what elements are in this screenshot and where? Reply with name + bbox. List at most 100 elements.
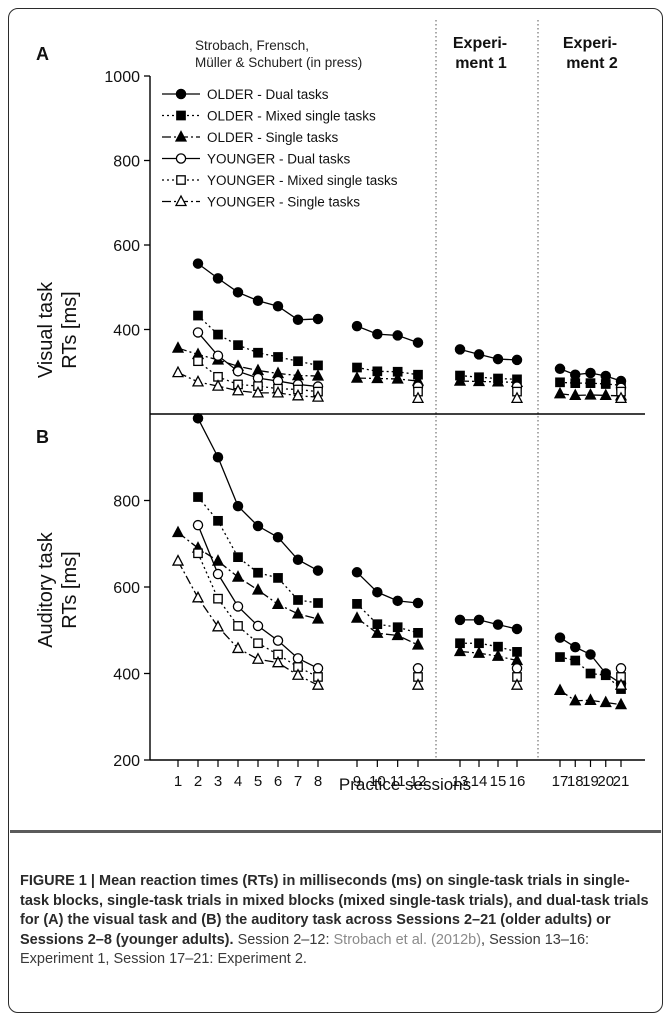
- xtick-label: 3: [214, 773, 222, 790]
- panel-a-series-2-line: [356, 377, 419, 382]
- panel-a-series-1-point: [213, 329, 223, 340]
- panel-b-series-0-point: [554, 632, 566, 643]
- panel-a-series-0-point: [554, 363, 566, 375]
- legend-marker-0: [175, 88, 187, 100]
- panel-b-ylabel-line2: RTs [ms]: [59, 551, 81, 628]
- legend-label-1: OLDER - Mixed single tasks: [207, 109, 376, 124]
- panel-b-series-2-point: [553, 683, 567, 696]
- xtick-label: 12: [410, 773, 427, 790]
- panel-b-series-0-point: [454, 614, 466, 626]
- figure-frame: [8, 8, 663, 1013]
- panel-a-series-1-point: [600, 379, 611, 389]
- panel-a-series-0-point: [392, 330, 403, 341]
- panel-a-series-0-point: [212, 273, 224, 284]
- panel-b-series-1-point: [555, 652, 565, 662]
- panel-b-series-2-line: [559, 689, 622, 706]
- panel-b-series-4-point: [213, 593, 223, 604]
- panel-b-series-1-line: [460, 642, 518, 653]
- panel-a-series-2-point: [491, 374, 505, 387]
- panel-a-series-1-point: [570, 378, 581, 389]
- panel-a-ytick-label: 600: [113, 238, 140, 255]
- panel-b-series-1-point: [313, 598, 323, 608]
- panel-b-series-2-point: [411, 638, 425, 650]
- caption-plain-text-2: , Session 13–16: Experiment 1, Session 1…: [20, 931, 590, 968]
- caption-bold-sessions: Sessions 2–8 (younger adults).: [20, 931, 234, 948]
- panel-b-series-0-point: [372, 586, 383, 598]
- panel-a-series-3-point: [232, 366, 244, 377]
- panel-a-series-0-point: [511, 354, 523, 366]
- panel-a-series-2-point: [350, 371, 364, 383]
- caption-citation-link[interactable]: Strobach et al. (2012b): [333, 931, 482, 948]
- panel-b-series-1-point: [600, 670, 611, 681]
- panel-b-series-5-point: [191, 590, 205, 603]
- xtick-label: 8: [314, 773, 322, 790]
- panel-b-series-1-point: [352, 599, 362, 609]
- panel-a-series-5-point: [171, 365, 185, 378]
- panel-a-series-1-point: [253, 347, 263, 358]
- xtick-label: 16: [509, 773, 526, 790]
- legend-label-4: YOUNGER - Mixed single tasks: [207, 173, 398, 188]
- xtick-label: 7: [294, 773, 302, 790]
- panel-b-series-3-point: [212, 568, 224, 580]
- panel-b-series-0-point: [492, 619, 504, 630]
- panel-a-series-1-point: [585, 378, 596, 389]
- panel-a-series-0-point: [192, 258, 204, 269]
- panel-a-series-5-point: [291, 388, 305, 401]
- panel-b-series-1-point: [213, 515, 223, 526]
- panel-b-series-2-point: [350, 611, 364, 623]
- panel-a-series-3-point: [192, 327, 204, 338]
- panel-b-series-5-point: [231, 641, 245, 654]
- legend-label-3: YOUNGER - Dual tasks: [207, 152, 351, 167]
- panel-a-series-0-point: [454, 344, 466, 355]
- panel-b-series-2-line: [356, 617, 419, 646]
- panel-a-series-1-point: [555, 377, 565, 388]
- panel-a-series-0-line: [197, 263, 319, 321]
- panel-b-series-1-point: [585, 668, 596, 679]
- panel-b-series-5-point: [411, 678, 425, 690]
- panel-a-series-5-point: [614, 391, 628, 404]
- figure-chart: A B Strobach, Frensch, Müller & Schubert…: [35, 20, 645, 794]
- source-label-line1: Strobach, Frensch,: [195, 38, 309, 53]
- figure-caption: FIGURE 1 | Mean reaction times (RTs) in …: [20, 872, 650, 970]
- panel-a-series-0-point: [252, 295, 264, 307]
- panel-b-series-0-point: [212, 451, 224, 463]
- panel-a-series-1-line: [356, 366, 419, 376]
- xtick-label: 13: [452, 773, 469, 790]
- panel-a-ylabel-line1: Visual task: [35, 281, 57, 378]
- panel-a-series-2-point: [553, 386, 567, 399]
- panel-b-ylabel-line1: Auditory task: [35, 531, 57, 648]
- experiment1-label-line2: ment 1: [455, 55, 507, 72]
- xtick-label: 6: [274, 773, 282, 790]
- panel-b-series-2-line: [459, 650, 518, 662]
- panel-a-series-0-point: [372, 328, 383, 340]
- xtick-label: 17: [552, 773, 569, 790]
- panel-b-series-3-point: [412, 663, 424, 674]
- experiment2-label-line1: Experi-: [563, 35, 617, 52]
- panel-a-series-5-point: [510, 391, 524, 404]
- source-label-line2: Müller & Schubert (in press): [195, 55, 362, 70]
- panel-b-series-2-point: [171, 525, 185, 538]
- panel-b-series-0-point: [412, 597, 424, 609]
- panel-b-series-1-point: [233, 552, 243, 563]
- panel-a-series-2-point: [371, 371, 384, 384]
- panel-a-ytick-label: 400: [113, 323, 140, 340]
- panel-b-series-0-point: [351, 567, 363, 578]
- panel-b-series-1-point: [193, 492, 203, 502]
- panel-b-series-0-point: [192, 413, 204, 424]
- panel-b-series-3-point: [615, 663, 627, 674]
- panel-b-series-1-line: [356, 603, 419, 634]
- panel-b-series-5-point: [251, 652, 265, 664]
- panel-b-series-2-point: [453, 644, 467, 657]
- legend-marker-1: [176, 110, 186, 121]
- panel-b-series-0-line: [460, 619, 518, 630]
- panel-b-ytick-label: 800: [113, 494, 140, 511]
- panel-a-series-3-point: [212, 350, 224, 361]
- panel-b-series-1-point: [474, 638, 484, 649]
- panel-b-series-0-point: [292, 554, 304, 566]
- panel-b-series-0-point: [232, 500, 244, 512]
- panel-a-series-0-point: [585, 367, 596, 379]
- panel-b-series-5-point: [211, 619, 225, 632]
- panel-b-series-2-point: [271, 597, 285, 609]
- panel-a-series-2-point: [311, 369, 325, 381]
- panel-b-series-2-point: [371, 626, 384, 638]
